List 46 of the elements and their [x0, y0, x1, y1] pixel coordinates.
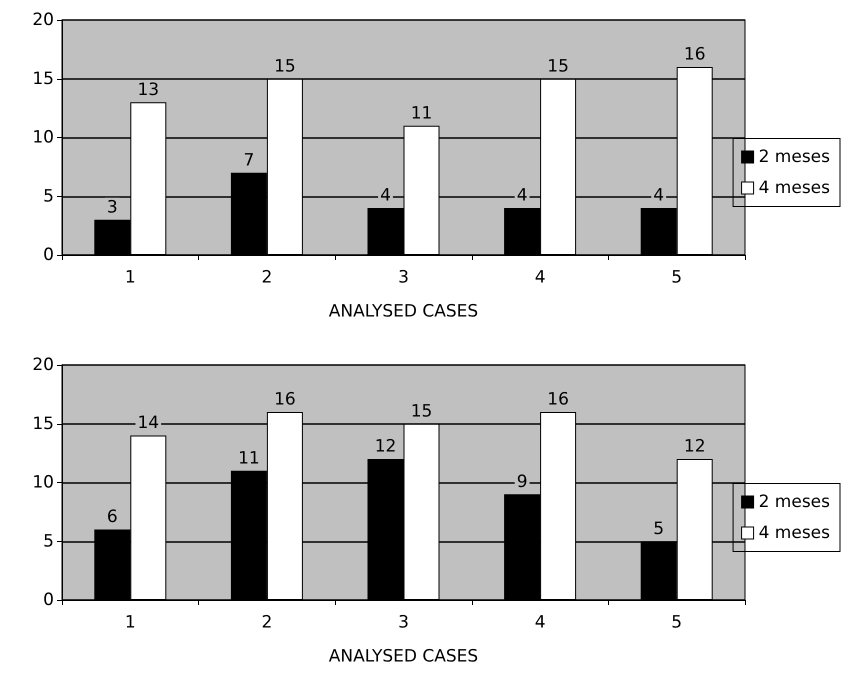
data-label: 15 — [274, 56, 296, 76]
data-label: 11 — [238, 448, 260, 468]
x-tick-label: 4 — [534, 612, 546, 632]
data-label: 9 — [516, 472, 528, 492]
x-tick-label: 1 — [124, 612, 136, 632]
data-label: 15 — [547, 56, 569, 76]
y-tick-label: 5 — [43, 531, 54, 552]
data-label: 16 — [547, 390, 569, 410]
legend-label: 4 meses — [758, 523, 830, 543]
data-label: 16 — [274, 390, 296, 410]
data-label: 15 — [410, 401, 432, 422]
legend-label: 4 meses — [758, 178, 830, 198]
y-tick-label: 15 — [32, 68, 54, 89]
y-tick-label: 20 — [32, 355, 54, 375]
legend-label: 2 meses — [758, 147, 830, 167]
data-label: 5 — [653, 518, 664, 539]
y-tick-label: 0 — [43, 590, 54, 610]
data-label: 13 — [137, 80, 160, 100]
y-tick-label: 15 — [32, 414, 54, 434]
y-tick-label: 10 — [32, 472, 54, 492]
y-tick-label: 5 — [43, 186, 54, 206]
y-tick-label: 10 — [32, 128, 54, 148]
data-label: 7 — [243, 150, 254, 170]
data-label: 16 — [684, 44, 706, 64]
data-label: 6 — [106, 507, 118, 527]
x-tick-label: 3 — [398, 612, 409, 632]
data-label: 4 — [516, 186, 528, 206]
x-axis-title: ANALYSED CASES — [328, 646, 478, 666]
data-label: 4 — [653, 186, 664, 206]
y-tick-label: 0 — [43, 245, 54, 265]
x-tick-label: 5 — [671, 268, 682, 288]
x-tick-label: 3 — [398, 268, 409, 288]
x-tick-label: 2 — [261, 268, 272, 288]
data-label: 14 — [137, 413, 160, 433]
y-tick-label: 20 — [32, 10, 54, 30]
legend-label: 2 meses — [758, 492, 830, 512]
data-label: 12 — [684, 436, 706, 456]
x-tick-label: 2 — [261, 612, 272, 632]
data-label: 11 — [410, 103, 432, 124]
data-label: 12 — [374, 436, 396, 456]
x-tick-label: 5 — [671, 612, 682, 632]
data-label: 4 — [380, 186, 391, 206]
data-label: 3 — [106, 197, 118, 218]
x-tick-label: 4 — [534, 268, 546, 288]
x-tick-label: 1 — [124, 268, 136, 288]
x-axis-title: ANALYSED CASES — [328, 302, 478, 322]
